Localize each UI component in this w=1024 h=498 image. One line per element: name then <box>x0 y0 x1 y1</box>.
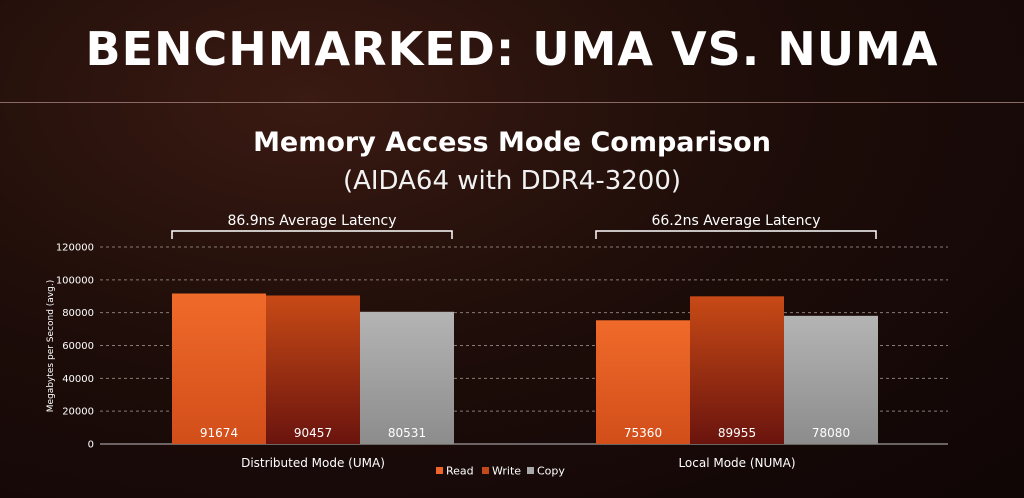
y-tick-label: 60000 <box>62 341 94 352</box>
y-tick-label: 40000 <box>62 374 94 385</box>
category-label: Distributed Mode (UMA) <box>241 456 385 470</box>
legend-label: Write <box>492 465 521 478</box>
legend-label: Read <box>446 465 474 478</box>
latency-annotation: 66.2ns Average Latency <box>651 213 820 229</box>
legend-label: Copy <box>537 465 565 478</box>
legend-swatch-copy <box>527 467 534 474</box>
value-labels: 91674 90457 80531 75360 89955 78080 <box>200 426 850 440</box>
legend-swatch-write <box>482 467 489 474</box>
latency-bracket <box>171 230 453 239</box>
bar-copy-0 <box>360 311 454 444</box>
value-label: 89955 <box>718 426 756 440</box>
y-tick-label: 100000 <box>56 275 94 286</box>
latency-annotations: 86.9ns Average Latency 66.2ns Average Lat… <box>171 213 877 239</box>
value-label: 90457 <box>294 426 332 440</box>
chart-subtitle: (AIDA64 with DDR4-3200) <box>342 166 682 196</box>
value-label: 78080 <box>812 426 850 440</box>
bars <box>172 293 878 444</box>
y-axis-label: Megabytes per Second (avg.) <box>46 280 56 412</box>
category-labels: Distributed Mode (UMA) Local Mode (NUMA) <box>241 456 795 470</box>
category-label: Local Mode (NUMA) <box>678 456 795 470</box>
y-tick-label: 20000 <box>62 407 94 418</box>
y-tick-label: 0 <box>88 440 94 451</box>
value-label: 80531 <box>388 426 426 440</box>
bar-copy-1 <box>784 315 878 444</box>
y-tick-label: 80000 <box>62 308 94 319</box>
bar-read-0 <box>172 293 266 444</box>
bar-write-0 <box>266 295 360 444</box>
value-label: 91674 <box>200 426 238 440</box>
bar-read-1 <box>596 320 690 444</box>
y-tick-label: 120000 <box>56 243 94 254</box>
legend-swatch-read <box>436 467 443 474</box>
latency-bracket <box>595 230 877 239</box>
title-divider <box>0 102 1024 103</box>
value-label: 75360 <box>624 426 662 440</box>
legend: Read Write Copy <box>436 465 565 478</box>
bar-write-1 <box>690 296 784 444</box>
y-axis: 0 20000 40000 60000 80000 100000 120000 <box>56 243 94 451</box>
slide-title: BENCHMARKED: UMA VS. NUMA <box>85 22 939 76</box>
latency-annotation: 86.9ns Average Latency <box>227 213 396 229</box>
chart-title: Memory Access Mode Comparison <box>253 127 771 158</box>
